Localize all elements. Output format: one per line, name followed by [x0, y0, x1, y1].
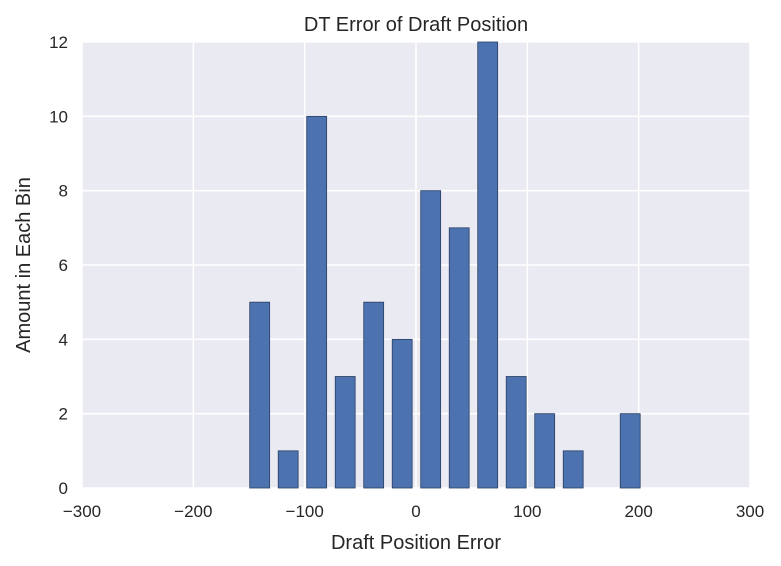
x-tick-label-4: 100 — [513, 502, 541, 521]
x-tick-label-5: 200 — [624, 502, 652, 521]
bar-3 — [334, 376, 356, 489]
y-tick-label-2: 4 — [59, 330, 68, 349]
bar-9 — [505, 376, 527, 489]
y-tick-label-4: 8 — [59, 182, 68, 201]
chart-title: DT Error of Draft Position — [304, 14, 528, 36]
bar-6 — [420, 190, 442, 489]
bar-8 — [477, 41, 499, 489]
bar-4 — [363, 301, 385, 489]
y-tick-labels: 0 2 4 6 8 10 12 — [49, 33, 68, 498]
bar-5 — [391, 338, 413, 489]
bar-11 — [562, 450, 584, 489]
x-tick-label-2: −100 — [286, 502, 324, 521]
x-tick-label-6: 300 — [736, 502, 764, 521]
bar-10 — [534, 413, 556, 489]
grid-lines — [81, 41, 751, 489]
y-tick-label-0: 0 — [59, 479, 68, 498]
x-tick-labels: −300 −200 −100 0 100 200 300 — [63, 502, 764, 521]
y-tick-label-5: 10 — [49, 107, 68, 126]
x-tick-label-0: −300 — [63, 502, 101, 521]
bar-7 — [448, 227, 470, 489]
y-axis-title: Amount in Each Bin — [13, 177, 35, 353]
y-tick-label-6: 12 — [49, 33, 68, 52]
bar-13 — [619, 413, 641, 489]
bar-0 — [249, 301, 271, 489]
x-tick-label-3: 0 — [411, 502, 420, 521]
bars — [249, 41, 641, 489]
y-tick-label-1: 2 — [59, 405, 68, 424]
bar-1 — [277, 450, 299, 489]
bar-2 — [306, 115, 328, 489]
y-tick-label-3: 6 — [59, 256, 68, 275]
x-tick-label-1: −200 — [174, 502, 212, 521]
x-axis-title: Draft Position Error — [331, 532, 501, 554]
